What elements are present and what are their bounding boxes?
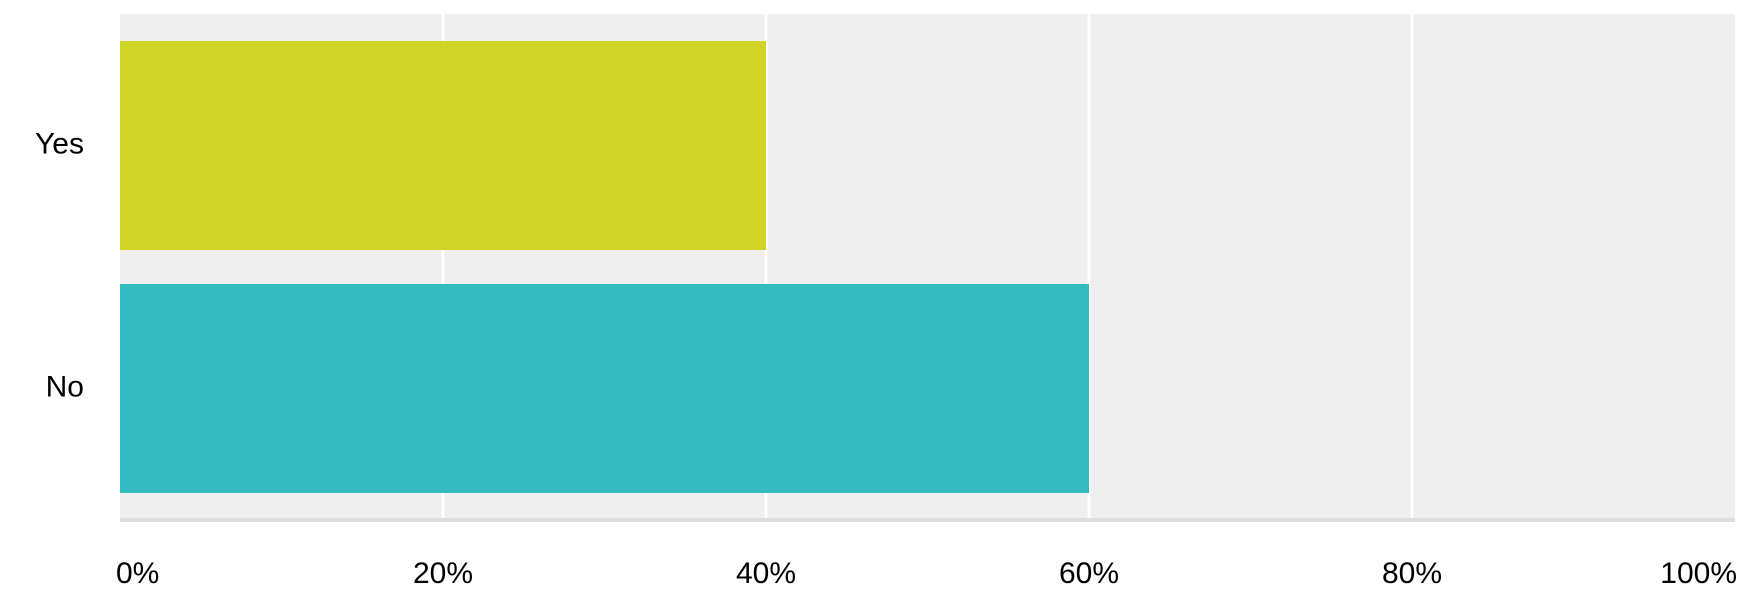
x-tick-label: 80% [1382, 557, 1442, 590]
category-label: Yes [35, 127, 84, 160]
x-tick-label: 0% [116, 557, 159, 590]
x-tick-label: 20% [413, 557, 473, 590]
category-labels: Yes No [35, 127, 84, 403]
x-tick-labels: 0% 20% 40% 60% 80% 100% [116, 557, 1737, 590]
bar-no [120, 284, 1089, 493]
bars [120, 41, 1089, 493]
category-label: No [46, 370, 84, 403]
bar-yes [120, 41, 766, 250]
x-tick-label: 100% [1660, 557, 1737, 590]
x-tick-label: 40% [736, 557, 796, 590]
x-tick-label: 60% [1059, 557, 1119, 590]
